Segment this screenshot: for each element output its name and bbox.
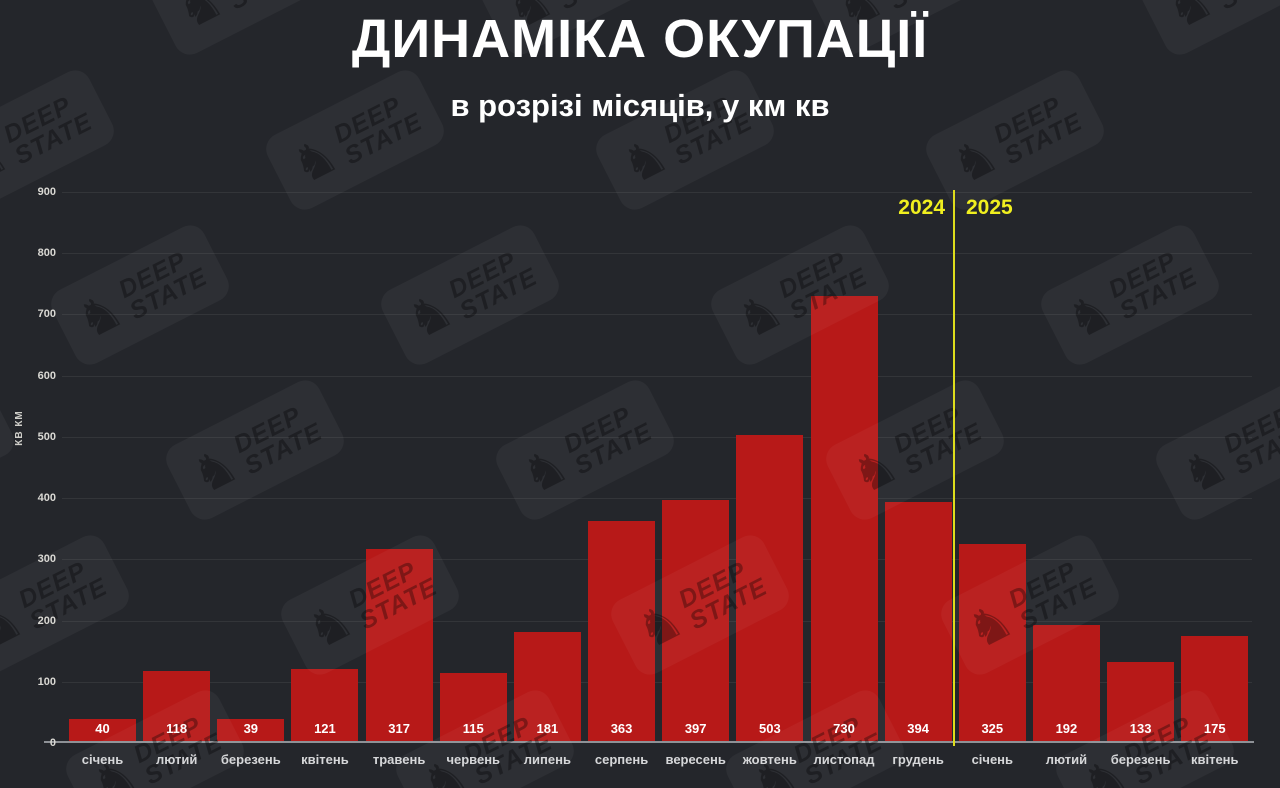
bar-2025-квітень — [1181, 635, 1249, 743]
year-divider-line — [953, 190, 955, 746]
bar-2025-лютий — [1032, 625, 1100, 743]
bar-value-label: 121 — [314, 721, 336, 736]
bar-2025-березень — [1107, 661, 1175, 743]
chart-subtitle: в розрізі місяців, у км кв — [450, 88, 830, 123]
y-tick-label-200: 200 — [37, 614, 56, 627]
bar-2024-березень — [217, 719, 285, 743]
gridline-900 — [62, 192, 1252, 193]
bar-2024-липень — [513, 632, 581, 743]
bar-value-label: 115 — [462, 721, 484, 736]
bar-value-label: 192 — [1055, 721, 1078, 736]
x-tick-month-label: листопад — [813, 752, 875, 767]
chart-title: ДИНАМІКА ОКУПАЦІЇ — [351, 9, 929, 69]
bar-2024-червень — [439, 672, 507, 743]
bar-2024-квітень — [291, 668, 359, 743]
year-label-2025: 2025 — [966, 196, 1013, 219]
knight-chess-icon: ♞ — [611, 124, 678, 197]
x-tick-month-label: лютий — [155, 752, 198, 767]
x-tick-month-label: березень — [1110, 752, 1171, 767]
y-tick-label-600: 600 — [37, 369, 56, 382]
bar-value-label: 363 — [610, 721, 633, 736]
bar-2024-вересень — [662, 499, 730, 743]
gridline-800 — [62, 253, 1252, 255]
bar-value-label: 397 — [684, 721, 707, 736]
gridline-100 — [62, 681, 1252, 683]
knight-chess-icon: ♞ — [941, 124, 1008, 197]
x-tick-month-label: березень — [220, 752, 281, 767]
bar-2025-січень — [958, 544, 1026, 743]
x-tick-month-label: січень — [81, 752, 124, 767]
knight-chess-icon: ♞ — [1056, 279, 1123, 352]
gridline-400 — [62, 498, 1252, 500]
knight-chess-icon: ♞ — [1171, 434, 1238, 507]
knight-chess-icon: ♞ — [511, 434, 578, 507]
bar-value-label: 133 — [1129, 721, 1152, 736]
x-tick-month-label: квітень — [1190, 752, 1239, 767]
x-tick-month-label: травень — [372, 752, 426, 767]
knight-chess-icon: ♞ — [281, 124, 348, 197]
gridline-600 — [62, 375, 1252, 377]
y-tick-label-900: 900 — [37, 186, 56, 198]
bar-value-label: 730 — [833, 721, 855, 736]
bar-value-label: 39 — [243, 721, 259, 736]
bar-value-label: 118 — [166, 721, 188, 736]
x-tick-month-label: червень — [446, 752, 501, 767]
x-tick-month-label: лютий — [1045, 752, 1088, 767]
y-tick-label-700: 700 — [37, 308, 56, 321]
bar-value-label: 175 — [1203, 721, 1226, 736]
knight-chess-icon: ♞ — [726, 279, 793, 352]
x-tick-month-label: вересень — [665, 752, 726, 767]
y-tick-label-500: 500 — [37, 430, 56, 443]
bar-2024-листопад — [810, 296, 878, 743]
bar-value-label: 503 — [758, 721, 781, 736]
gridline-200 — [62, 620, 1252, 622]
x-tick-month-label: січень — [971, 752, 1014, 767]
x-tick-month-label: серпень — [594, 752, 649, 767]
y-tick-label-100: 100 — [37, 675, 56, 688]
knight-chess-icon: ♞ — [181, 434, 248, 507]
y-tick-label-400: 400 — [37, 492, 56, 505]
x-tick-month-label: квітень — [301, 752, 349, 767]
knight-chess-icon: ♞ — [396, 279, 463, 352]
bar-value-label: 394 — [907, 721, 929, 736]
knight-chess-icon: ♞ — [66, 279, 133, 352]
knight-chess-icon: ♞ — [296, 589, 363, 662]
x-axis-line — [44, 741, 1254, 743]
gridline-500 — [62, 436, 1252, 438]
y-tick-label-0: 0 — [49, 737, 56, 749]
bar-value-label: 181 — [536, 721, 559, 736]
bar-2024-лютий — [143, 670, 211, 743]
bar-2024-жовтень — [736, 435, 804, 743]
y-tick-label-300: 300 — [37, 553, 56, 566]
x-tick-month-label: грудень — [892, 752, 944, 767]
bar-value-label: 317 — [388, 721, 410, 736]
gridline-700 — [62, 314, 1252, 316]
gridline-300 — [62, 559, 1252, 561]
bar-2024-грудень — [884, 501, 952, 743]
x-tick-month-label: жовтень — [742, 752, 797, 767]
bar-2024-серпень — [588, 520, 656, 743]
year-label-2024: 2024 — [898, 196, 945, 219]
bar-value-label: 325 — [981, 721, 1004, 736]
bar-2024-січень — [69, 718, 136, 743]
bar-value-label: 40 — [95, 721, 110, 736]
bar-2024-травень — [365, 548, 433, 743]
y-tick-label-800: 800 — [37, 247, 56, 260]
x-tick-month-label: липень — [523, 752, 571, 767]
